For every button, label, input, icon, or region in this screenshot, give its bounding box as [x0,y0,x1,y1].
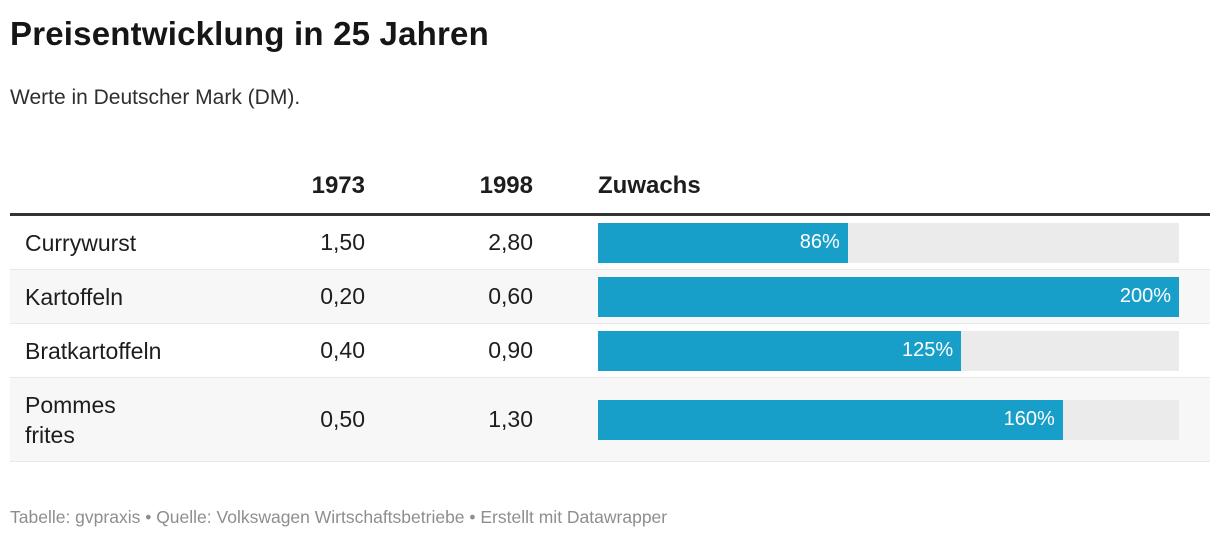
row-label: Kartoffeln [25,283,124,310]
zuwachs-bar-track: 160% [598,399,1179,440]
table-row: Kartoffeln 0,20 0,60 200% [10,270,1210,324]
zuwachs-bar: 125% [598,330,962,371]
row-label: Pommes frites [25,391,116,448]
zuwachs-bar: 160% [598,399,1063,440]
zuwachs-bar-track: 200% [598,276,1179,317]
zuwachs-bar-label: 86% [799,231,840,253]
footer-attribution: Tabelle: gvpraxis • Quelle: Volkswagen W… [10,507,668,527]
zuwachs-bar: 86% [598,222,848,263]
value-1973: 1,50 [320,229,365,255]
table-row: Bratkartoffeln 0,40 0,90 125% [10,324,1210,378]
column-header-1998: 1998 [479,172,533,199]
column-header-1973: 1973 [311,172,365,199]
value-1973: 0,50 [320,406,365,432]
table-row: Currywurst 1,50 2,80 86% [10,216,1210,270]
value-1998: 0,60 [488,283,533,309]
table-header-row: 1973 1998 Zuwachs [10,159,1210,216]
value-1973: 0,20 [320,283,365,309]
value-1998: 1,30 [488,406,533,432]
row-label: Bratkartoffeln [25,337,162,364]
value-1998: 2,80 [488,229,533,255]
chart-container: Preisentwicklung in 25 Jahren Werte in D… [0,13,1220,528]
row-label: Currywurst [25,229,137,256]
table-body: Currywurst 1,50 2,80 86% Kartoffeln 0,20… [10,216,1210,462]
page-subtitle: Werte in Deutscher Mark (DM). [10,86,301,109]
zuwachs-bar-track: 86% [598,222,1179,263]
zuwachs-bar-track: 125% [598,330,1179,371]
value-1973: 0,40 [320,337,365,363]
zuwachs-bar-label: 160% [1003,408,1055,430]
page-title: Preisentwicklung in 25 Jahren [10,15,489,52]
column-header-zuwachs: Zuwachs [598,172,701,199]
value-1998: 0,90 [488,337,533,363]
zuwachs-bar-label: 125% [901,339,954,361]
price-table: 1973 1998 Zuwachs Currywurst 1,50 2,80 8… [10,159,1210,462]
table-row: Pommes frites 0,50 1,30 160% [10,378,1210,462]
zuwachs-bar-label: 200% [1119,285,1171,307]
zuwachs-bar: 200% [598,276,1179,317]
